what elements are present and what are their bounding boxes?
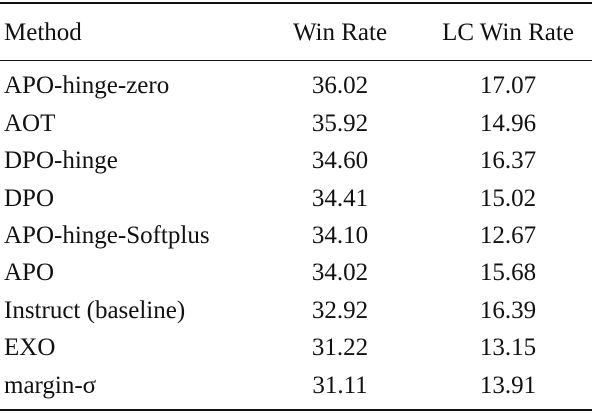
- table-row: APO-hinge-zero 36.02 17.07: [0, 66, 592, 104]
- lc-win-rate-cell: 17.07: [479, 71, 537, 99]
- lc-win-rate-cell: 15.02: [479, 184, 537, 212]
- lc-win-rate-cell: 15.68: [479, 258, 537, 286]
- method-cell: AOT: [4, 109, 56, 137]
- lc-win-rate-cell: 14.96: [479, 109, 537, 137]
- table-row: DPO 34.41 15.02: [0, 179, 592, 217]
- table-row: AOT 35.92 14.96: [0, 104, 592, 142]
- method-cell: APO-hinge-Softplus: [4, 221, 210, 249]
- lc-win-rate-cell: 16.39: [479, 296, 537, 324]
- header-win-rate: Win Rate: [292, 18, 388, 46]
- header-lc-win-rate: LC Win Rate: [442, 18, 574, 46]
- win-rate-cell: 34.60: [311, 146, 369, 174]
- win-rate-cell: 36.02: [311, 71, 369, 99]
- method-cell: EXO: [4, 333, 56, 361]
- lc-win-rate-cell: 16.37: [479, 146, 537, 174]
- lc-win-rate-cell: 12.67: [479, 221, 537, 249]
- header-method: Method: [4, 18, 82, 46]
- method-cell: Instruct (baseline): [4, 296, 186, 324]
- table-row: margin-σ 31.11 13.91: [0, 366, 592, 404]
- lc-win-rate-cell: 13.91: [479, 371, 537, 399]
- method-cell: margin-σ: [4, 371, 97, 399]
- win-rate-cell: 34.10: [311, 221, 369, 249]
- win-rate-cell: 31.11: [312, 371, 368, 399]
- table-row: APO 34.02 15.68: [0, 253, 592, 291]
- table-row: DPO-hinge 34.60 16.37: [0, 141, 592, 179]
- lc-win-rate-cell: 13.15: [479, 333, 537, 361]
- method-cell: APO: [4, 258, 55, 286]
- method-cell: APO-hinge-zero: [4, 71, 170, 99]
- table-row: Instruct (baseline) 32.92 16.39: [0, 291, 592, 329]
- table-row: EXO 31.22 13.15: [0, 328, 592, 366]
- header-rule: [0, 60, 592, 61]
- win-rate-cell: 34.41: [311, 184, 369, 212]
- bottom-rule: [0, 409, 592, 411]
- table-row: APO-hinge-Softplus 34.10 12.67: [0, 216, 592, 254]
- method-cell: DPO: [4, 184, 55, 212]
- method-cell: DPO-hinge: [4, 146, 118, 174]
- top-rule: [0, 2, 592, 4]
- win-rate-cell: 32.92: [311, 296, 369, 324]
- win-rate-cell: 34.02: [311, 258, 369, 286]
- header-row: Method Win Rate LC Win Rate: [0, 13, 592, 51]
- win-rate-cell: 35.92: [311, 109, 369, 137]
- win-rate-cell: 31.22: [311, 333, 369, 361]
